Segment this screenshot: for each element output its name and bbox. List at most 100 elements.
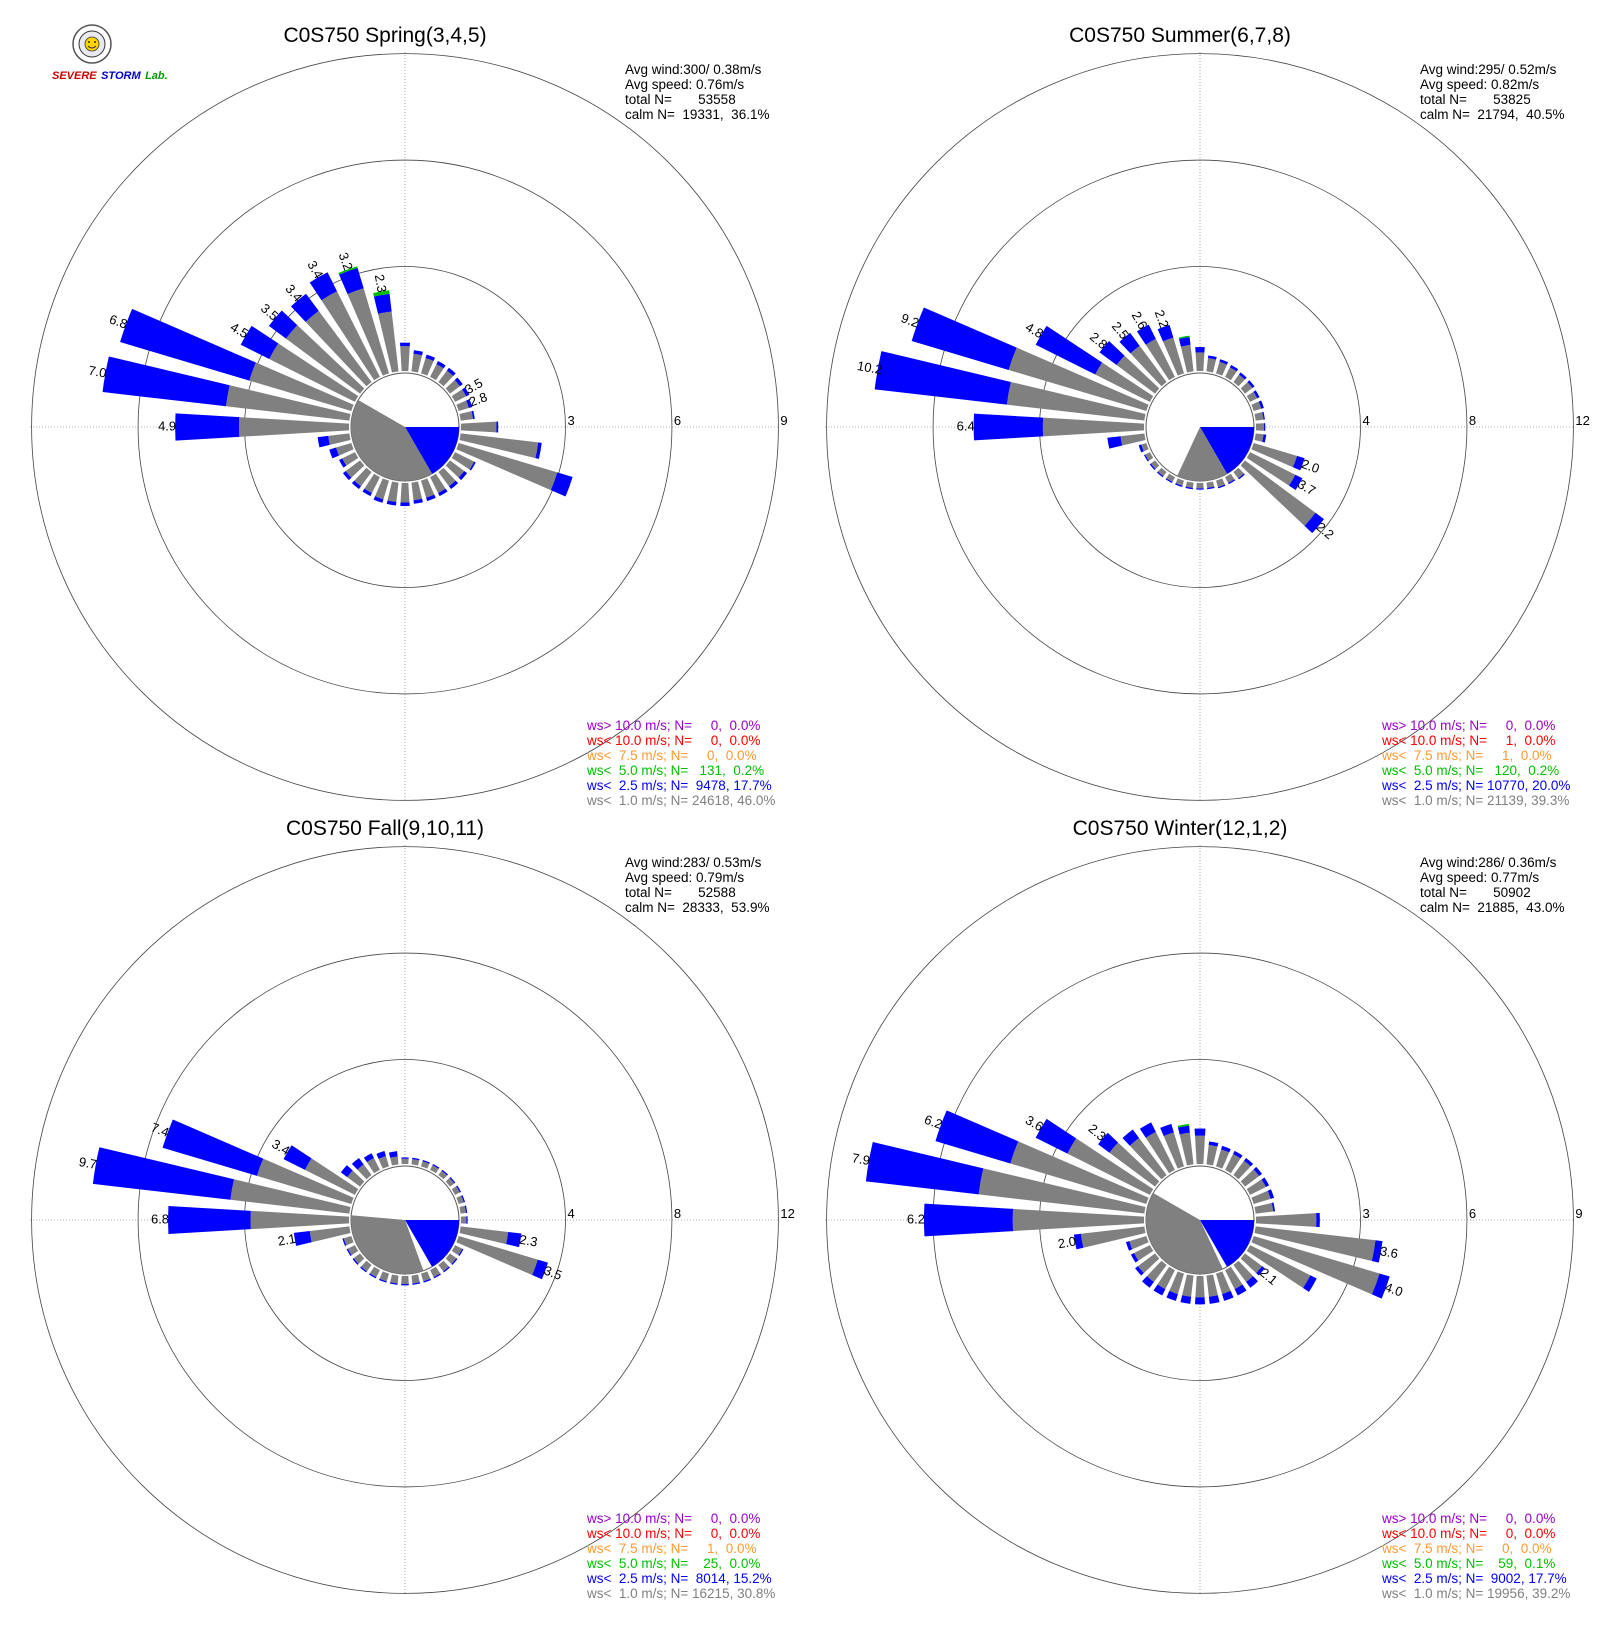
bar-lt1-300 <box>269 343 359 402</box>
legend-entry-1: ws> 10.0 m/s; N= 0, 0.0% <box>586 1511 760 1526</box>
ring-label-2: 8 <box>674 1206 681 1221</box>
bar-lt1-60 <box>451 1186 460 1195</box>
bar-lt1-50 <box>1240 1169 1260 1187</box>
legend-entry-5: ws< 2.5 m/s; N= 9002, 17.7% <box>1381 1571 1567 1586</box>
ring-3 <box>31 53 779 801</box>
stat-line-4: calm N= 19331, 36.1% <box>625 107 769 122</box>
ring-3 <box>826 53 1574 801</box>
bar-lt1-230 <box>353 1253 365 1264</box>
bar-lt2_5-210 <box>1165 478 1173 484</box>
bar-label-270: 6.8 <box>151 1211 169 1226</box>
legend-entry-2: ws< 10.0 m/s; N= 0, 0.0% <box>1381 1526 1555 1541</box>
calm-wedge-grey <box>1177 427 1227 481</box>
bar-lt1-0 <box>1194 1135 1206 1165</box>
bar-lt1-300 <box>1095 362 1154 402</box>
bar-lt1-250 <box>1141 442 1149 452</box>
bar-lt2_5-90 <box>496 421 499 433</box>
bar-lt2_5-260 <box>317 435 330 448</box>
bar-lt1-10 <box>411 353 423 373</box>
bar-label-280: 9.7 <box>78 1154 98 1172</box>
bar-lt1-140 <box>438 1260 449 1272</box>
bar-lt1-310 <box>1116 355 1160 394</box>
bar-label-70: 2.8 <box>467 389 489 409</box>
bar-lt1-210 <box>1157 1266 1175 1290</box>
bar-lt1-260 <box>328 433 351 445</box>
bar-lt1-150 <box>430 473 446 493</box>
bar-lt1-110 <box>1251 442 1298 468</box>
bar-lt1-170 <box>1206 481 1215 488</box>
bar-lt1-40 <box>438 1170 448 1180</box>
bar-lt1-180 <box>400 482 410 503</box>
bar-lt2_5-310 <box>1099 340 1125 366</box>
bar-lt2_5-280 <box>874 351 1011 405</box>
bar-lt2_5-30 <box>436 361 446 369</box>
bar-label-270: 6.2 <box>907 1211 925 1226</box>
bar-label-280: 7.9 <box>851 1150 871 1168</box>
bar-lt2_5-90 <box>1316 1212 1320 1228</box>
bar-lt2_5-180 <box>1194 1297 1206 1305</box>
bar-lt1-330 <box>1145 338 1175 381</box>
bar-lt1-290 <box>249 362 354 412</box>
bar-lt1-260 <box>1120 433 1146 446</box>
ring-label-2: 6 <box>674 413 681 428</box>
bar-lt2_5-190 <box>389 1282 398 1285</box>
bar-lt1-200 <box>1175 478 1185 486</box>
bar-lt1-100 <box>1254 433 1264 442</box>
bar-lt2_5-40 <box>1243 1157 1254 1167</box>
bar-lt1-110 <box>456 1235 538 1276</box>
bar-lt2_5-350 <box>1179 336 1191 347</box>
bar-lt1-280 <box>978 1168 1146 1214</box>
bar-lt2_5-20 <box>1221 1145 1231 1153</box>
legend-entry-6: ws< 1.0 m/s; N= 21139, 39.3% <box>1381 793 1569 808</box>
ring-label-2: 6 <box>1469 1206 1476 1221</box>
bar-lt2_5-140 <box>443 1266 450 1273</box>
bar-lt1-190 <box>1185 481 1194 488</box>
calm-wedge-grey <box>350 400 432 481</box>
bar-lt2_5-20 <box>1219 359 1229 365</box>
bar-lt2_5-130 <box>1304 512 1325 534</box>
bar-lt2_5-110 <box>532 1259 548 1280</box>
bar-lt2_5-320 <box>1122 1129 1140 1146</box>
bar-lt1-140 <box>438 467 456 487</box>
bar-lt2_5-10 <box>412 1157 420 1161</box>
bar-lt2_5-220 <box>360 1266 367 1273</box>
bar-lt2_5-240 <box>339 458 347 468</box>
legend-entry-2: ws< 10.0 m/s; N= 1, 0.0% <box>1381 733 1555 748</box>
calm-wedge-grey <box>1146 1193 1223 1274</box>
bar-label-270: 6.4 <box>957 418 975 433</box>
bar-lt2_5-320 <box>351 1157 364 1170</box>
bar-lt2_5-60 <box>462 387 470 397</box>
bar-lt1-0 <box>400 346 410 372</box>
legend-entry-1: ws> 10.0 m/s; N= 0, 0.0% <box>1381 1511 1555 1526</box>
ring-label-3: 12 <box>1575 413 1589 428</box>
bar-lt1-340 <box>1163 1132 1185 1169</box>
bar-lt2_5-290 <box>935 1110 1019 1164</box>
bar-lt2_5-170 <box>1208 1295 1220 1304</box>
bar-lt2_5-190 <box>1185 486 1193 490</box>
bar-lt2_5-310 <box>1098 1132 1119 1153</box>
bar-lt2_5-280 <box>865 1142 984 1195</box>
bar-lt1-80 <box>1254 412 1264 421</box>
bar-lt2_5-170 <box>413 498 423 504</box>
bar-lt2_5-290 <box>120 308 256 381</box>
bar-lt1-150 <box>1225 473 1235 484</box>
bar-lt1-310 <box>285 325 365 394</box>
bar-lt1-80 <box>459 1205 466 1214</box>
bar-lt2_5-160 <box>426 494 436 502</box>
bar-lt1-320 <box>357 1164 372 1180</box>
bar-lt2_5-230 <box>352 1258 359 1265</box>
bar-lt2_5-130 <box>451 1258 458 1265</box>
bar-lt1-230 <box>345 460 365 478</box>
bar-lt2_5-300 <box>283 1145 312 1170</box>
legend-entry-3: ws< 7.5 m/s; N= 0, 0.0% <box>1381 1541 1552 1556</box>
bar-lt2_5-250 <box>329 447 339 459</box>
bar-lt1-20 <box>1215 361 1227 376</box>
bar-label-260: 2.0 <box>1057 1233 1077 1251</box>
bar-lt1-160 <box>420 1271 431 1282</box>
bar-lt2_5-90 <box>466 1216 468 1224</box>
bar-lt2_5-110 <box>1292 455 1305 471</box>
bar-lt2_5-150 <box>1228 479 1236 485</box>
calm-wedge-grey <box>351 1215 424 1274</box>
bar-lt2_5-40 <box>1238 372 1247 380</box>
